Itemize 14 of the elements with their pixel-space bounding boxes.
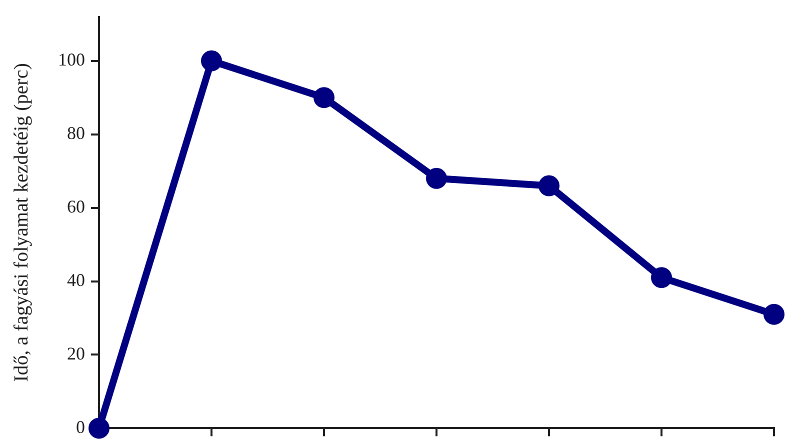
point [201, 50, 222, 72]
point [426, 168, 447, 189]
point [314, 87, 334, 108]
y-tick-label: 100 [58, 50, 85, 70]
point [764, 304, 784, 325]
y-tick-label: 80 [67, 123, 85, 144]
point [651, 267, 672, 288]
y-axis-title: Idő, a fagyási folyamat kezdetéig (perc) [10, 63, 32, 382]
point [538, 175, 560, 196]
y-tick-label: 40 [67, 270, 85, 290]
y-tick-label: 60 [67, 196, 85, 217]
y-tick-label: 0 [76, 416, 85, 437]
point [88, 418, 110, 439]
y-tick-label: 20 [67, 343, 85, 364]
